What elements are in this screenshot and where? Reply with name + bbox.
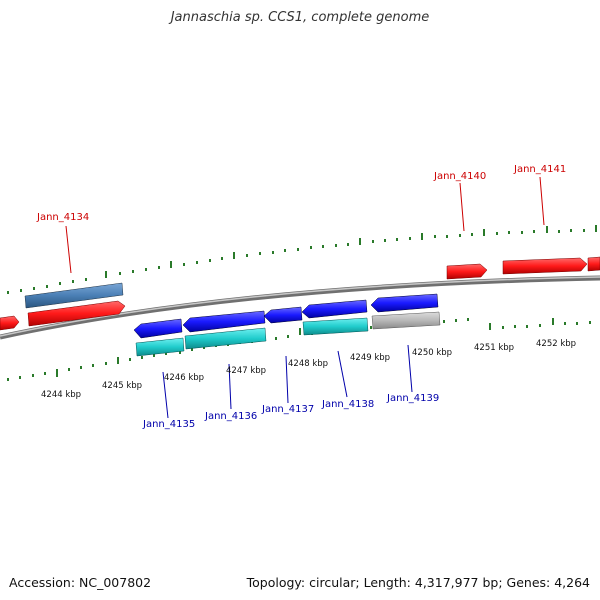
scale-labels: 4244 kbp 4245 kbp 4246 kbp 4247 kbp 4248…: [41, 339, 576, 400]
accession-text: Accession: NC_007802: [9, 575, 152, 590]
scale-label: 4247 kbp: [226, 366, 266, 376]
gene-arrow-jann-4135: [133, 318, 183, 339]
feature-bar-jann-4134: [24, 282, 124, 309]
scale-label: 4252 kbp: [536, 339, 576, 349]
upper-tick-track: [7, 225, 597, 294]
gene-arrow-right-partial: [587, 256, 600, 272]
gene-labels-top: Jann_4134 Jann_4140 Jann_4141: [36, 164, 566, 223]
scale-label: 4249 kbp: [350, 353, 390, 363]
genome-backbone: [0, 275, 600, 340]
gene-arrow-jann-4138: [301, 299, 368, 319]
feature-bar-jann-4136: [184, 327, 267, 350]
gene-label-jann-4136: Jann_4136: [204, 411, 257, 422]
feature-bar-jann-4138: [302, 317, 369, 336]
gene-arrow-jann-4137: [263, 306, 303, 324]
scale-label: 4244 kbp: [41, 390, 81, 400]
gene-label-jann-4134: Jann_4134: [36, 212, 89, 223]
reverse-strand-features: [133, 293, 441, 357]
gene-label-jann-4141: Jann_4141: [513, 164, 566, 175]
gene-arrow-jann-4134: [27, 300, 126, 327]
scale-label: 4248 kbp: [288, 359, 328, 369]
scale-label: 4245 kbp: [102, 381, 142, 391]
gene-arrow-jann-4141: [502, 257, 588, 275]
gene-arrow-jann-4139: [370, 293, 439, 313]
scale-label: 4251 kbp: [474, 343, 514, 353]
feature-bar-jann-4139: [371, 311, 441, 330]
genome-backbone-highlight: [0, 276, 600, 337]
topology-text: Topology: circular; Length: 4,317,977 bp…: [246, 575, 590, 590]
gene-label-jann-4139: Jann_4139: [386, 393, 439, 404]
gene-labels-bottom: Jann_4135 Jann_4136 Jann_4137 Jann_4138 …: [142, 393, 439, 430]
scale-label: 4250 kbp: [412, 348, 452, 358]
feature-bar-jann-4135: [135, 337, 185, 357]
gene-label-jann-4137: Jann_4137: [261, 404, 314, 415]
map-title: Jannaschia sp. CCS1, complete genome: [170, 10, 430, 25]
scale-label: 4246 kbp: [164, 373, 204, 383]
forward-strand-features: [0, 256, 600, 331]
gene-label-jann-4140: Jann_4140: [433, 171, 486, 182]
gene-label-jann-4138: Jann_4138: [321, 399, 374, 410]
gene-arrow-jann-4140: [446, 263, 488, 280]
gene-arrow-jann-4136: [182, 310, 266, 333]
gene-label-jann-4135: Jann_4135: [142, 419, 195, 430]
label-leader-lines: [65, 176, 545, 419]
gene-arrow-left-partial: [0, 315, 20, 331]
